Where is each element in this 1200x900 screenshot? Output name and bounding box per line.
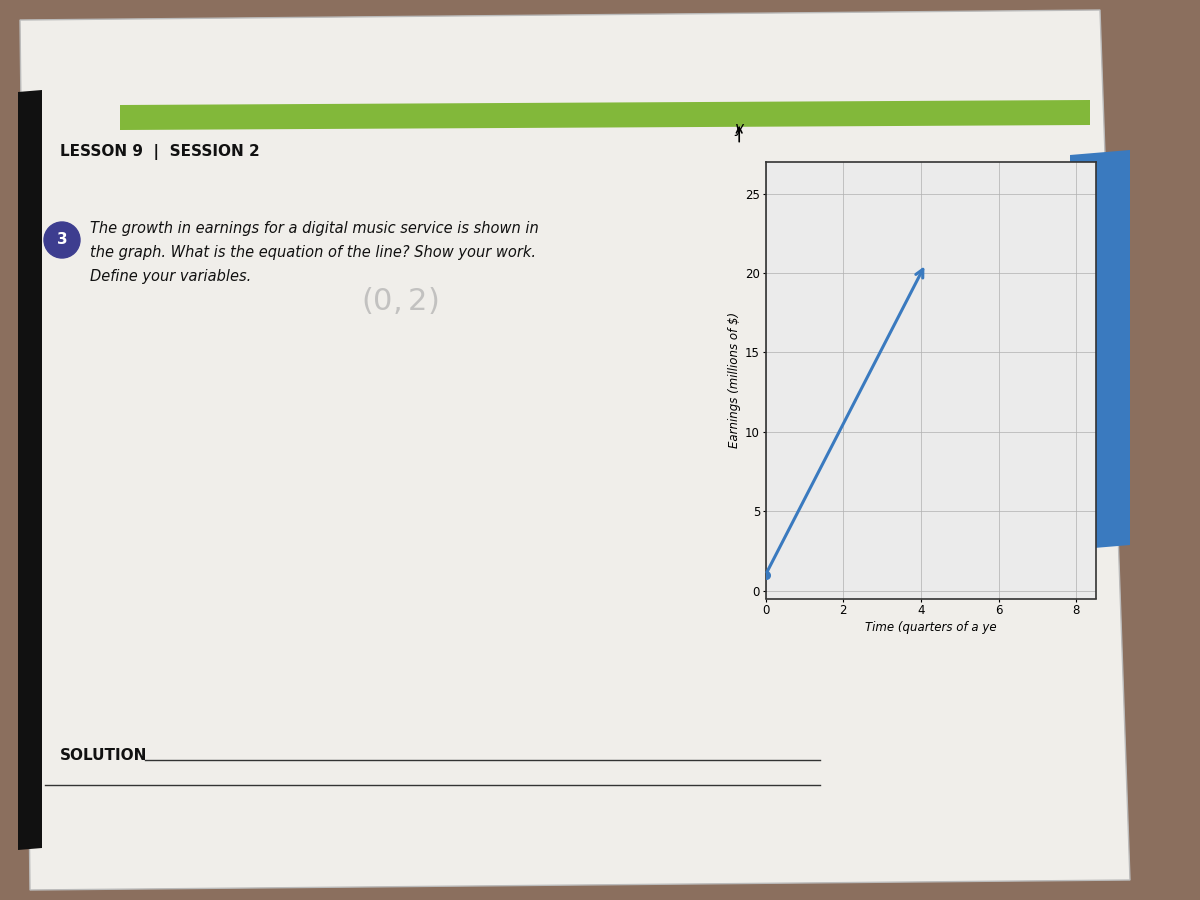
X-axis label: Time (quarters of a ye: Time (quarters of a ye <box>865 621 996 634</box>
Text: SOLUTION: SOLUTION <box>60 748 148 762</box>
Text: 3: 3 <box>56 232 67 248</box>
Polygon shape <box>1070 150 1130 550</box>
Polygon shape <box>20 10 1130 890</box>
Text: Define your variables.: Define your variables. <box>90 268 251 284</box>
Text: The growth in earnings for a digital music service is shown in: The growth in earnings for a digital mus… <box>90 220 539 236</box>
Polygon shape <box>18 90 42 850</box>
Polygon shape <box>120 100 1090 130</box>
Text: the graph. What is the equation of the line? Show your work.: the graph. What is the equation of the l… <box>90 245 536 259</box>
Text: $(0,2)$: $(0,2)$ <box>361 284 439 316</box>
Y-axis label: Earnings (millions of $): Earnings (millions of $) <box>728 312 742 448</box>
Text: y: y <box>734 121 744 136</box>
Text: LESSON 9  |  SESSION 2: LESSON 9 | SESSION 2 <box>60 144 259 160</box>
Circle shape <box>44 222 80 258</box>
